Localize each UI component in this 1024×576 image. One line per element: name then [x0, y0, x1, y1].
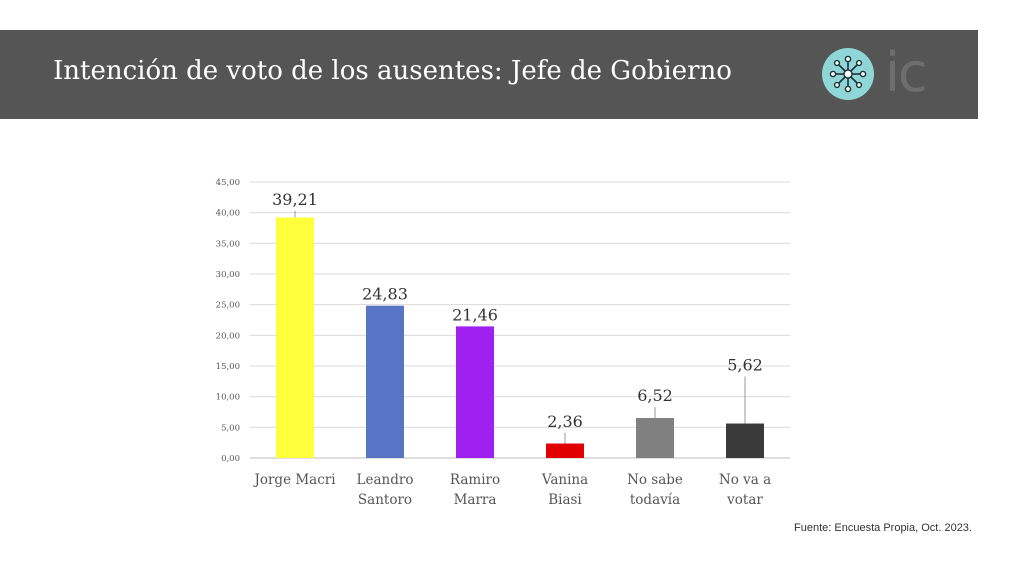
x-tick-label: Jorge Macri	[252, 472, 336, 488]
x-tick-label-line: Santoro	[358, 492, 412, 508]
brand-logo: ic	[885, 41, 928, 104]
y-tick-label: 45,00	[216, 178, 240, 188]
x-tick-label-line: Vanina	[541, 472, 588, 488]
data-label: 5,62	[727, 355, 763, 374]
y-tick-label: 40,00	[216, 209, 240, 219]
x-tick-label-line: Jorge Macri	[252, 472, 336, 488]
x-tick-label-line: todavía	[630, 492, 680, 508]
data-label: 24,83	[362, 285, 408, 304]
data-label: 6,52	[637, 386, 673, 405]
x-tick-label-line: Leandro	[357, 472, 414, 488]
y-tick-label: 0,00	[221, 454, 240, 464]
y-tick-label: 20,00	[216, 331, 240, 341]
source-note: Fuente: Encuesta Propia, Oct. 2023.	[794, 522, 972, 534]
x-tick-label: No sabe todavía	[627, 472, 683, 508]
x-tick-label: Vanina Biasi	[541, 472, 588, 508]
bar	[456, 326, 494, 458]
bar	[366, 305, 404, 458]
x-tick-label: No va a votar	[719, 472, 771, 508]
y-tick-label: 35,00	[216, 239, 240, 249]
bar	[276, 217, 314, 458]
y-tick-label: 5,00	[221, 423, 240, 433]
x-tick-label-line: No va a	[719, 472, 771, 488]
data-label: 2,36	[547, 412, 583, 431]
bar	[546, 443, 584, 458]
x-tick-label: Ramiro Marra	[450, 472, 500, 508]
x-tick-label-line: Ramiro	[450, 472, 500, 488]
x-tick-label-line: Biasi	[548, 492, 582, 508]
bar	[726, 423, 764, 458]
data-label: 39,21	[272, 190, 318, 209]
y-tick-label: 25,00	[216, 301, 240, 311]
data-label: 21,46	[452, 305, 498, 324]
page-title: Intención de voto de los ausentes: Jefe …	[53, 56, 732, 86]
bar	[636, 418, 674, 458]
title-banner: Intención de voto de los ausentes: Jefe …	[0, 30, 978, 119]
y-tick-label: 10,00	[216, 393, 240, 403]
x-tick-label-line: Marra	[454, 492, 497, 508]
x-tick-label-line: No sabe	[627, 472, 683, 488]
y-tick-label: 15,00	[216, 362, 240, 372]
x-tick-label-line: votar	[726, 492, 763, 508]
x-tick-label: Leandro Santoro	[357, 472, 414, 508]
network-node-icon	[822, 48, 874, 100]
y-tick-label: 30,00	[216, 270, 240, 280]
